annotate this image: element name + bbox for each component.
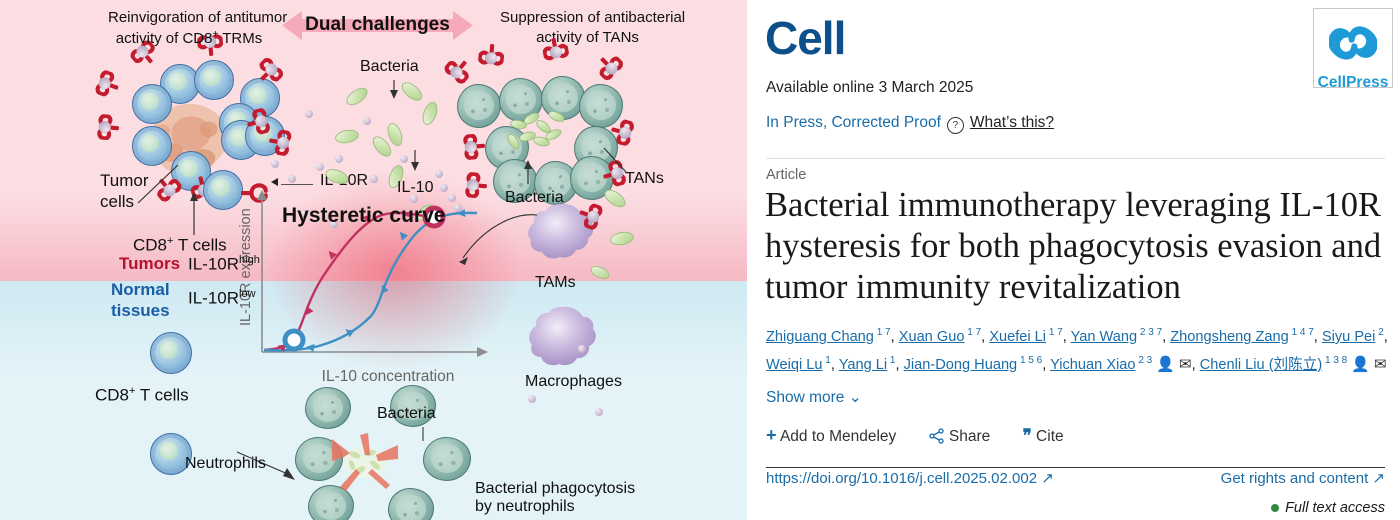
svg-text:Hysteretic curve: Hysteretic curve <box>282 204 445 227</box>
